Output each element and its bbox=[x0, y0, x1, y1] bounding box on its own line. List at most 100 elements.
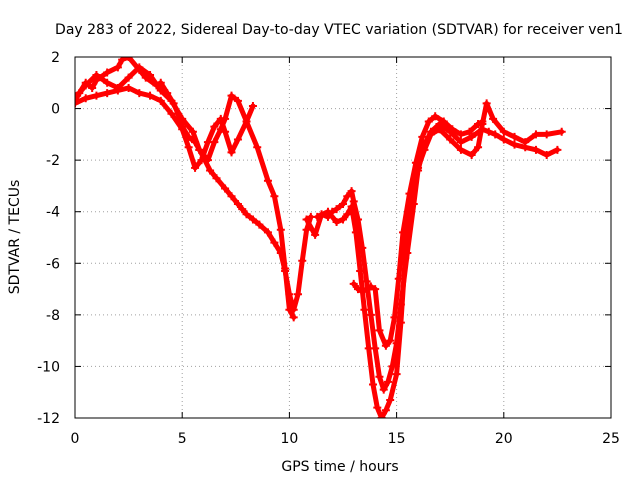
data-point-marker bbox=[384, 377, 393, 386]
y-tick-label: 2 bbox=[51, 50, 60, 66]
data-point-marker bbox=[81, 94, 90, 103]
data-point-marker bbox=[242, 210, 251, 219]
data-point-marker bbox=[358, 287, 367, 296]
data-point-marker bbox=[253, 143, 262, 152]
data-point-marker bbox=[323, 207, 332, 216]
data-point-marker bbox=[188, 127, 197, 136]
data-point-marker bbox=[467, 132, 476, 141]
data-point-marker bbox=[332, 218, 341, 227]
data-point-marker bbox=[467, 150, 476, 159]
data-point-marker bbox=[474, 143, 483, 152]
data-point-marker bbox=[371, 285, 380, 294]
data-point-marker bbox=[248, 101, 257, 110]
data-point-marker bbox=[118, 57, 127, 64]
data-point-marker bbox=[221, 184, 230, 193]
data-point-marker bbox=[356, 267, 365, 276]
data-point-marker bbox=[233, 199, 242, 208]
data-point-marker bbox=[210, 122, 219, 131]
y-tick-label: -8 bbox=[46, 308, 60, 324]
data-point-marker bbox=[347, 202, 356, 211]
data-point-marker bbox=[293, 290, 302, 299]
data-point-marker bbox=[92, 91, 101, 100]
data-point-marker bbox=[285, 305, 294, 314]
data-point-marker bbox=[373, 403, 382, 412]
data-point-marker bbox=[339, 199, 347, 208]
data-point-marker bbox=[233, 135, 242, 144]
series-layer bbox=[75, 57, 566, 418]
data-point-marker bbox=[75, 91, 82, 100]
data-point-marker bbox=[375, 372, 384, 381]
y-tick-label: -10 bbox=[37, 359, 60, 375]
data-point-marker bbox=[394, 274, 403, 283]
data-point-marker bbox=[349, 279, 358, 288]
data-point-marker bbox=[311, 230, 320, 239]
data-point-marker bbox=[448, 125, 457, 134]
data-point-marker bbox=[431, 112, 440, 121]
data-point-marker bbox=[360, 305, 369, 314]
data-point-marker bbox=[381, 406, 390, 415]
y-tick-label: -12 bbox=[37, 411, 60, 427]
y-axis-label: SDTVAR / TECUs bbox=[7, 180, 23, 295]
data-point-marker bbox=[298, 256, 307, 265]
x-tick-label: 15 bbox=[388, 431, 406, 447]
data-point-marker bbox=[411, 158, 420, 167]
data-point-marker bbox=[81, 81, 90, 90]
data-point-marker bbox=[156, 86, 165, 95]
data-point-marker bbox=[439, 117, 448, 126]
data-point-marker bbox=[270, 238, 279, 247]
data-point-marker bbox=[426, 130, 435, 139]
data-point-marker bbox=[206, 166, 215, 175]
data-point-marker bbox=[195, 145, 204, 154]
y-tick-label: 0 bbox=[51, 102, 60, 118]
data-point-marker bbox=[242, 117, 251, 126]
data-point-marker bbox=[263, 228, 272, 237]
data-point-marker bbox=[484, 127, 493, 136]
data-point-marker bbox=[465, 127, 474, 136]
series-6 bbox=[349, 112, 487, 350]
data-point-marker bbox=[75, 99, 79, 108]
x-tick-label: 5 bbox=[178, 431, 187, 447]
data-point-marker bbox=[88, 83, 97, 92]
data-point-marker bbox=[276, 225, 285, 234]
x-axis-label: GPS time / hours bbox=[281, 459, 398, 475]
data-point-marker bbox=[366, 282, 375, 291]
data-point-marker bbox=[446, 135, 455, 144]
data-point-marker bbox=[221, 127, 230, 136]
x-tick-label: 20 bbox=[495, 431, 513, 447]
series-5 bbox=[313, 99, 566, 418]
data-point-marker bbox=[375, 326, 384, 335]
data-point-marker bbox=[212, 174, 221, 183]
data-point-marker bbox=[233, 96, 242, 105]
data-point-marker bbox=[184, 143, 193, 152]
data-point-marker bbox=[424, 117, 433, 126]
data-point-marker bbox=[313, 212, 322, 221]
series-3 bbox=[75, 83, 257, 172]
data-point-marker bbox=[339, 215, 347, 224]
data-point-marker bbox=[289, 313, 298, 322]
data-point-marker bbox=[238, 205, 247, 214]
data-point-marker bbox=[263, 176, 272, 185]
data-point-marker bbox=[124, 83, 133, 92]
data-point-marker bbox=[399, 228, 408, 237]
data-point-marker bbox=[124, 57, 133, 61]
data-point-marker bbox=[135, 63, 144, 72]
data-point-marker bbox=[386, 395, 395, 404]
data-point-marker bbox=[542, 130, 551, 139]
data-point-marker bbox=[521, 138, 530, 147]
data-point-marker bbox=[92, 71, 101, 80]
data-point-marker bbox=[347, 187, 356, 196]
data-point-marker bbox=[542, 150, 551, 159]
data-point-marker bbox=[456, 145, 465, 154]
data-point-marker bbox=[369, 380, 378, 389]
data-point-marker bbox=[167, 96, 176, 105]
data-point-marker bbox=[478, 117, 487, 126]
data-point-marker bbox=[510, 132, 519, 141]
data-point-marker bbox=[146, 91, 155, 100]
data-point-marker bbox=[302, 215, 311, 224]
data-point-marker bbox=[510, 140, 519, 149]
data-point-marker bbox=[248, 215, 257, 224]
chart-title: Day 283 of 2022, Sidereal Day-to-day VTE… bbox=[55, 22, 623, 38]
plot-frame bbox=[74, 56, 612, 419]
data-point-marker bbox=[531, 130, 540, 139]
x-tick-label: 0 bbox=[71, 431, 80, 447]
